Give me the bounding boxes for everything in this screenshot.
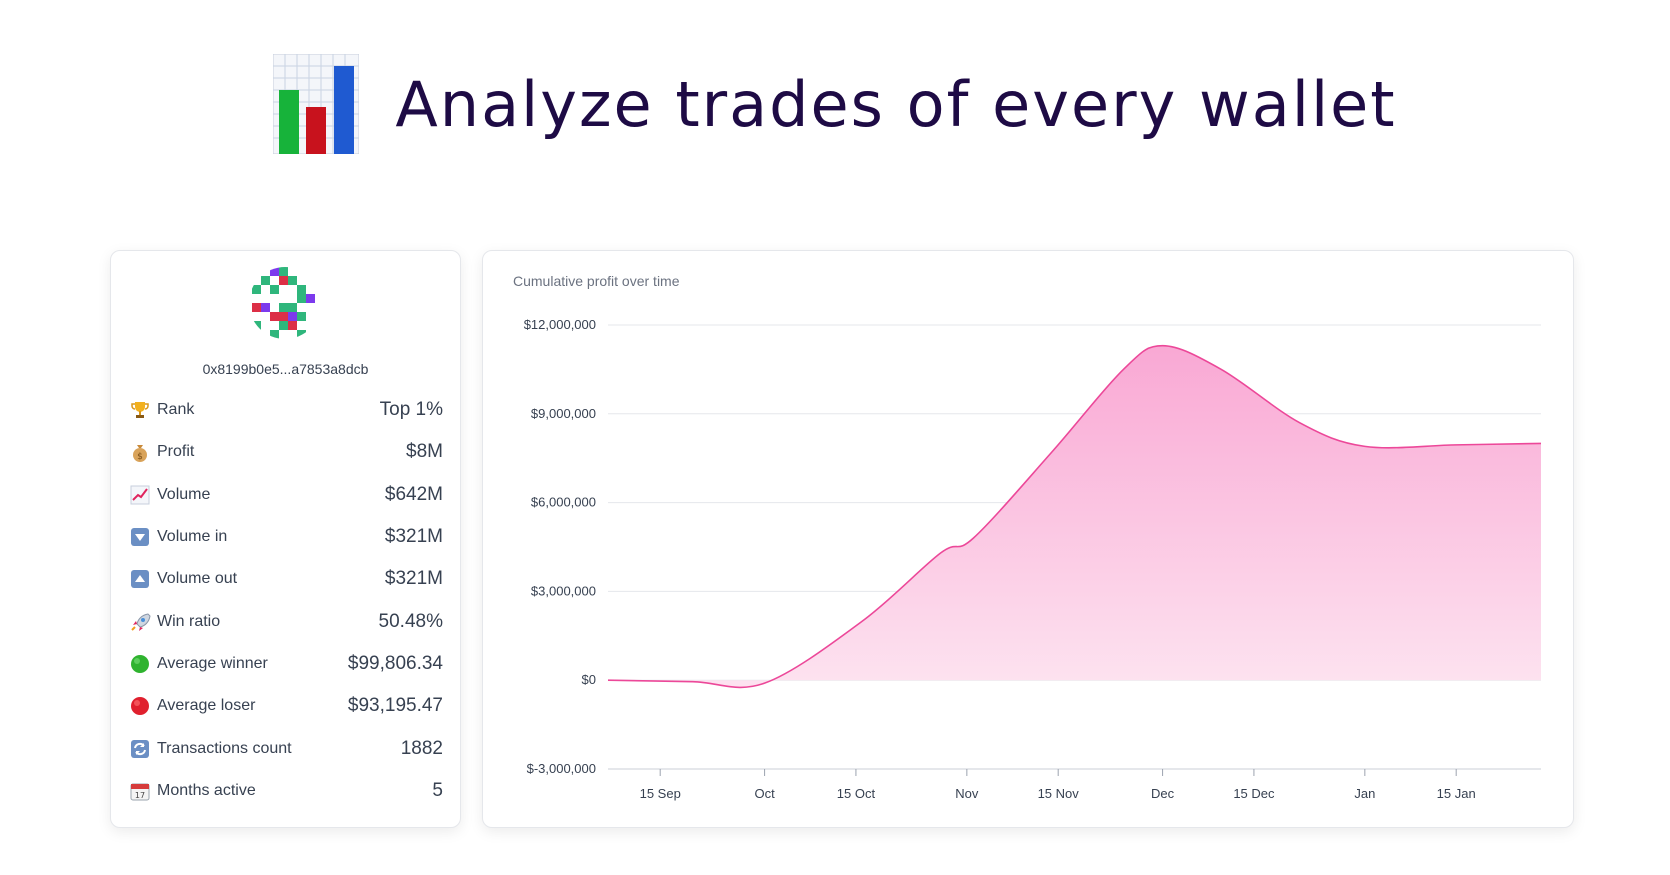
wallet-summary-card: 0x8199b0e5...a7853a8dcb Rank Top 1% $: [110, 250, 461, 828]
profit-line: [607, 344, 1542, 689]
money-bag-icon: $: [133, 445, 147, 463]
stat-row-rank: Rank Top 1%: [129, 389, 443, 431]
profit-area: [608, 345, 1541, 688]
x-tick-label: 15 Sep: [640, 786, 681, 801]
page-title: Analyze trades of every wallet: [395, 67, 1397, 141]
stat-row-volume: Volume $642M: [129, 474, 443, 516]
svg-text:$: $: [137, 452, 143, 462]
stat-value: $321M: [384, 526, 443, 548]
y-tick-label: $3,000,000: [531, 583, 596, 598]
rocket-icon: [131, 613, 151, 631]
svg-text:17: 17: [135, 791, 145, 800]
y-tick-label: $12,000,000: [524, 317, 596, 332]
x-tick-label: Oct: [754, 786, 775, 801]
x-tick-label: 15 Oct: [837, 786, 876, 801]
x-tick-label: Dec: [1151, 786, 1175, 801]
stat-label: Months active: [157, 781, 256, 799]
hero-header: Analyze trades of every wallet: [0, 52, 1670, 156]
y-tick-label: $6,000,000: [531, 495, 596, 510]
x-tick-label: 15 Nov: [1038, 786, 1080, 801]
y-tick-label: $0: [582, 672, 596, 687]
stat-row-profit: $ Profit $8M: [129, 431, 443, 473]
stat-value: 5: [432, 779, 443, 801]
stat-row-average-winner: Average winner $99,806.34: [129, 643, 443, 685]
stat-label: Transactions count: [157, 739, 292, 757]
x-tick-label: Nov: [955, 786, 979, 801]
stat-label: Profit: [157, 443, 195, 461]
stat-label: Volume out: [157, 570, 238, 588]
x-tick-label: 15 Dec: [1233, 786, 1275, 801]
x-tick-label: 15 Jan: [1437, 786, 1476, 801]
stat-row-volume-in: Volume in $321M: [129, 516, 443, 558]
up-arrow-button-icon: [131, 570, 149, 589]
stat-label: Average winner: [157, 654, 268, 672]
stat-value: Top 1%: [379, 399, 443, 421]
stat-value: $93,195.47: [347, 695, 443, 717]
stat-row-months-active: 17 Months active 5: [129, 770, 443, 812]
trophy-icon: [131, 402, 149, 419]
stat-label: Volume: [157, 485, 211, 503]
y-tick-label: $9,000,000: [531, 406, 596, 421]
stat-label: Rank: [157, 401, 195, 419]
stat-row-transactions-count: Transactions count 1882: [129, 727, 443, 769]
y-tick-label: $-3,000,000: [527, 761, 596, 776]
wallet-avatar: [249, 267, 321, 339]
down-arrow-button-icon: [131, 528, 149, 547]
chart-increasing-icon: [130, 485, 150, 505]
green-circle-icon: [131, 654, 149, 673]
profit-chart-card: Cumulative profit over time $12,000,000 $…: [482, 250, 1574, 828]
stat-value: $8M: [406, 441, 443, 463]
stat-value: $321M: [384, 568, 443, 590]
stat-value: 50.48%: [378, 610, 443, 632]
calendar-icon: 17: [130, 783, 150, 801]
stat-value: 1882: [400, 737, 443, 759]
wallet-address: 0x8199b0e5...a7853a8dcb: [202, 361, 369, 377]
stat-row-win-ratio: Win ratio 50.48%: [129, 600, 443, 642]
stat-label: Average loser: [157, 697, 256, 715]
stat-row-volume-out: Volume out $321M: [129, 558, 443, 600]
cumulative-profit-chart: $12,000,000 $9,000,000 $6,000,000 $3,000,00…: [524, 317, 1542, 801]
stat-row-average-loser: Average loser $93,195.47: [129, 685, 443, 727]
bar-chart-emoji-icon: [273, 54, 360, 154]
stat-label: Win ratio: [157, 612, 221, 630]
x-tick-label: Jan: [1354, 786, 1375, 801]
stat-value: $642M: [384, 483, 443, 505]
counterclockwise-arrows-icon: [131, 739, 149, 758]
stat-label: Volume in: [157, 528, 228, 546]
red-circle-icon: [131, 697, 149, 716]
stats-list: Rank Top 1% $ Profit $8M Volume: [129, 389, 443, 812]
stat-value: $99,806.34: [347, 652, 443, 674]
chart-title: Cumulative profit over time: [513, 273, 680, 289]
